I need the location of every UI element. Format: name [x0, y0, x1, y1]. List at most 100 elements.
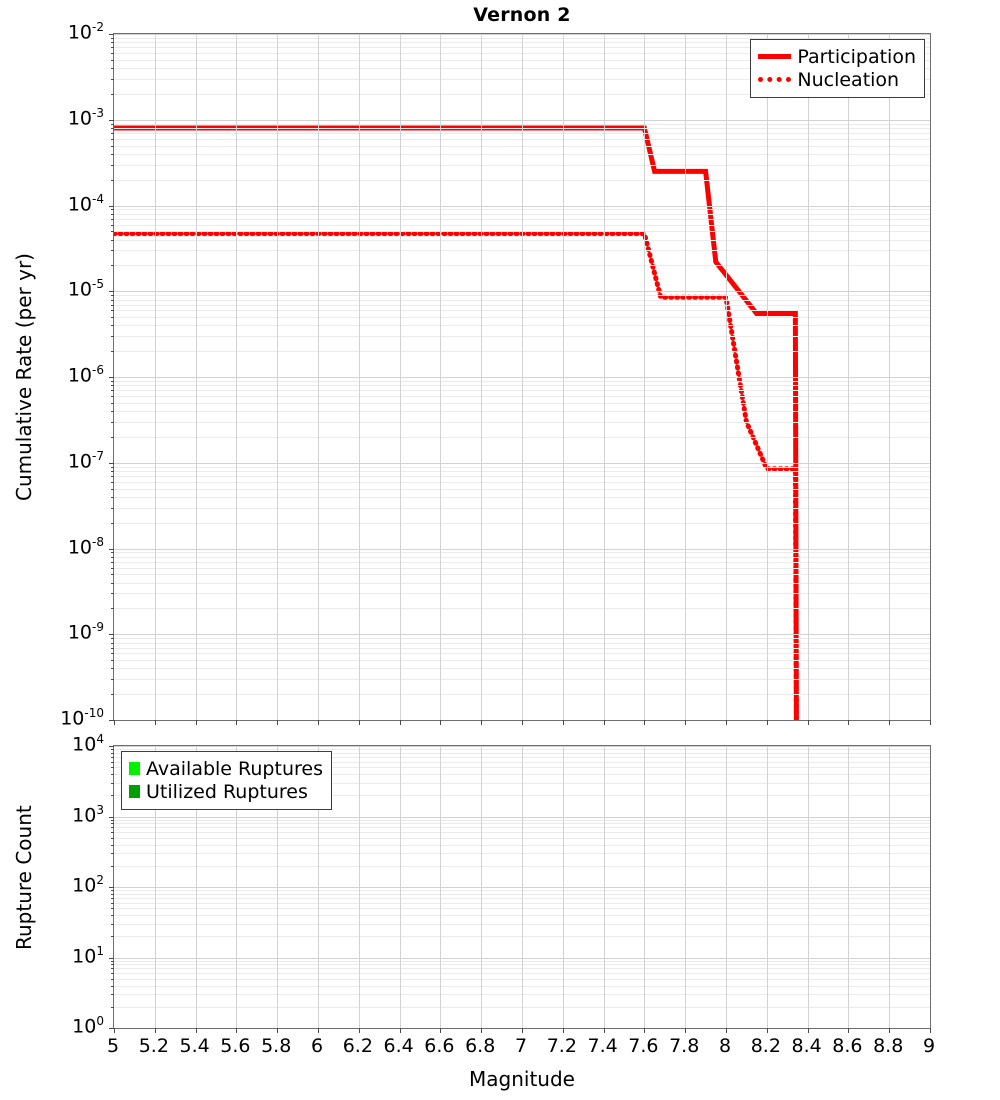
- top-ytick-minor: [111, 310, 114, 311]
- legend-label: Participation: [797, 45, 916, 68]
- xtick-label: 5.4: [179, 1035, 210, 1057]
- legend-line-icon: [758, 54, 792, 59]
- bottom-plot-area: [114, 746, 930, 1028]
- bottom-ytick-minor: [111, 820, 114, 821]
- bottom-ytick-minor: [111, 898, 114, 899]
- top-ytick-label: 10-7: [67, 448, 104, 473]
- top-ytick-minor: [111, 209, 114, 210]
- top-gridline-vertical: [522, 34, 523, 720]
- bottom-ytick-minor: [111, 924, 114, 925]
- bottom-xtick: [400, 1028, 401, 1033]
- top-xtick: [236, 720, 237, 725]
- top-gridline-vertical: [848, 34, 849, 720]
- rupture-legend: Available Ruptures Utilized Ruptures: [121, 751, 332, 810]
- bottom-gridline-vertical: [685, 746, 686, 1028]
- legend-item: Participation: [758, 45, 916, 68]
- top-xtick: [604, 720, 605, 725]
- bottom-ytick-label: 103: [72, 802, 104, 826]
- bottom-xtick: [196, 1028, 197, 1033]
- xtick-label: 7.8: [669, 1035, 700, 1057]
- bottom-ytick: [109, 746, 114, 747]
- xtick-label: 9: [922, 1035, 936, 1057]
- bottom-ytick-minor: [111, 973, 114, 974]
- top-gridline-vertical: [685, 34, 686, 720]
- legend-label: Available Ruptures: [146, 757, 323, 780]
- bottom-ytick-minor: [111, 783, 114, 784]
- top-gridline-vertical: [155, 34, 156, 720]
- top-xtick: [889, 720, 890, 725]
- top-ytick: [109, 291, 114, 292]
- top-ytick-minor: [111, 668, 114, 669]
- bottom-ytick-minor: [111, 832, 114, 833]
- top-ytick-minor: [111, 562, 114, 563]
- bottom-xtick: [481, 1028, 482, 1033]
- bottom-xtick: [359, 1028, 360, 1033]
- top-ytick-minor: [111, 60, 114, 61]
- top-ytick-minor: [111, 643, 114, 644]
- bottom-ytick-minor: [111, 767, 114, 768]
- bottom-ytick-minor: [111, 753, 114, 754]
- top-ytick-minor: [111, 154, 114, 155]
- top-ytick-minor: [111, 568, 114, 569]
- legend-line-icon: [758, 77, 792, 82]
- top-ytick-label: 10-2: [67, 20, 104, 44]
- xtick-label: 8.6: [832, 1035, 863, 1057]
- top-ytick: [109, 549, 114, 550]
- top-xtick: [726, 720, 727, 725]
- top-xtick: [318, 720, 319, 725]
- top-gridline-vertical: [440, 34, 441, 720]
- bottom-ytick-minor: [111, 908, 114, 909]
- top-ytick-minor: [111, 219, 114, 220]
- bottom-xtick: [726, 1028, 727, 1033]
- legend-item: Nucleation: [758, 68, 916, 91]
- top-ytick-minor: [111, 574, 114, 575]
- top-ytick-minor: [111, 225, 114, 226]
- bottom-gridline-vertical: [277, 746, 278, 1028]
- bottom-ytick-minor: [111, 936, 114, 937]
- top-gridline-vertical: [889, 34, 890, 720]
- top-ytick-minor: [111, 476, 114, 477]
- bottom-gridline-vertical: [481, 746, 482, 1028]
- top-ytick-minor: [111, 124, 114, 125]
- top-ytick: [109, 120, 114, 121]
- top-ytick-minor: [111, 638, 114, 639]
- top-ytick-minor: [111, 265, 114, 266]
- bottom-xtick: [318, 1028, 319, 1033]
- top-ytick-minor: [111, 422, 114, 423]
- top-gridline-vertical: [359, 34, 360, 720]
- bottom-gridline-vertical: [522, 746, 523, 1028]
- bottom-ytick-minor: [111, 866, 114, 867]
- bottom-gridline-vertical: [808, 746, 809, 1028]
- xtick-label: 7.6: [628, 1035, 659, 1057]
- bottom-ytick-minor: [111, 915, 114, 916]
- bottom-gridline-vertical: [440, 746, 441, 1028]
- bottom-xtick: [155, 1028, 156, 1033]
- bottom-gridline-vertical: [767, 746, 768, 1028]
- bottom-xtick: [604, 1028, 605, 1033]
- top-ytick-minor: [111, 325, 114, 326]
- top-ytick-minor: [111, 250, 114, 251]
- top-ytick-minor: [111, 467, 114, 468]
- bottom-ytick-minor: [111, 1007, 114, 1008]
- top-ytick-minor: [111, 648, 114, 649]
- top-ytick-minor: [111, 240, 114, 241]
- top-gridline-vertical: [563, 34, 564, 720]
- top-ytick-label: 10-6: [67, 363, 104, 387]
- bottom-ytick: [109, 887, 114, 888]
- top-ytick-minor: [111, 214, 114, 215]
- top-ytick-minor: [111, 411, 114, 412]
- xtick-label: 7.4: [587, 1035, 618, 1057]
- top-xtick: [400, 720, 401, 725]
- xtick-label: 6: [310, 1035, 324, 1057]
- top-plot-area: [114, 34, 930, 720]
- bottom-gridline-vertical: [196, 746, 197, 1028]
- x-axis-title: Magnitude: [469, 1067, 575, 1091]
- top-ytick-label: 10-5: [67, 277, 104, 301]
- bottom-xtick: [440, 1028, 441, 1033]
- bottom-axis-title: Rupture Count: [12, 804, 36, 950]
- top-ytick-minor: [111, 660, 114, 661]
- top-ytick-minor: [111, 351, 114, 352]
- bottom-ytick-minor: [111, 964, 114, 965]
- top-ytick: [109, 34, 114, 35]
- xtick-label: 7.2: [546, 1035, 577, 1057]
